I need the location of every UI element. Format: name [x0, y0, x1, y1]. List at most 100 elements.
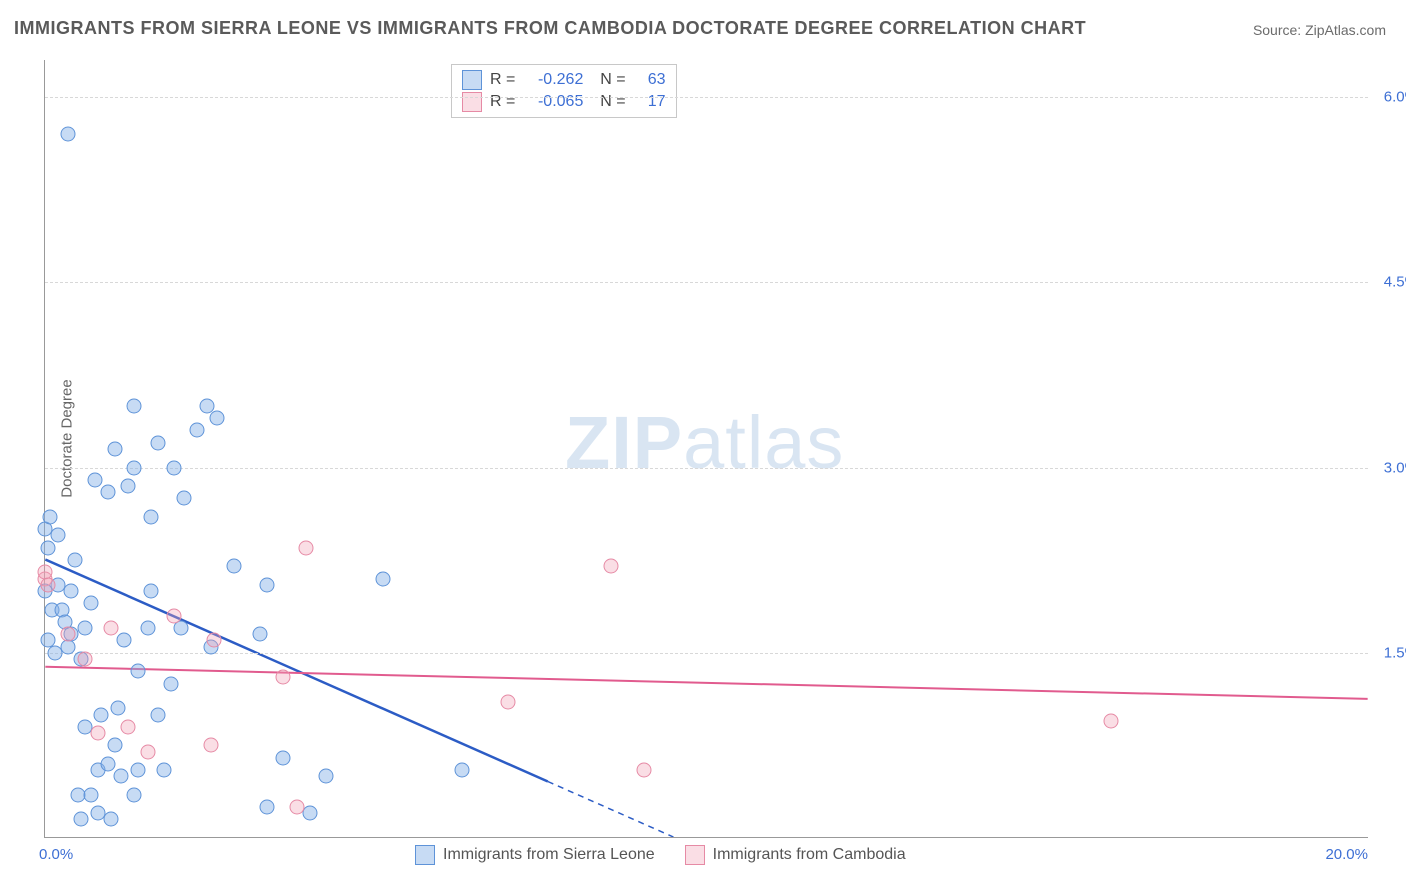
scatter-point: [107, 442, 122, 457]
scatter-point: [100, 756, 115, 771]
scatter-point: [114, 769, 129, 784]
legend-swatch-blue: [415, 845, 435, 865]
legend-swatch-pink: [685, 845, 705, 865]
scatter-point: [157, 763, 172, 778]
scatter-point: [100, 485, 115, 500]
legend-item-2: Immigrants from Cambodia: [685, 845, 906, 865]
legend-r-label: R =: [490, 93, 515, 111]
scatter-point: [107, 738, 122, 753]
y-tick-label: 1.5%: [1374, 644, 1406, 661]
legend-stats: R = -0.262 N = 63 R = -0.065 N = 17: [451, 64, 677, 118]
scatter-point: [64, 584, 79, 599]
watermark-rest: atlas: [683, 401, 844, 484]
y-tick-label: 3.0%: [1374, 459, 1406, 476]
gridline: [45, 653, 1368, 654]
scatter-point: [104, 812, 119, 827]
scatter-point: [120, 719, 135, 734]
x-tick-max: 20.0%: [1325, 846, 1368, 863]
scatter-point: [117, 633, 132, 648]
scatter-point: [210, 411, 225, 426]
scatter-point: [259, 577, 274, 592]
scatter-point: [190, 423, 205, 438]
source-prefix: Source:: [1253, 22, 1305, 38]
scatter-point: [150, 435, 165, 450]
scatter-point: [167, 608, 182, 623]
scatter-point: [74, 812, 89, 827]
scatter-point: [163, 676, 178, 691]
scatter-point: [84, 596, 99, 611]
scatter-point: [637, 763, 652, 778]
scatter-point: [302, 806, 317, 821]
scatter-point: [127, 787, 142, 802]
legend-n-value-1: 63: [634, 71, 666, 89]
trend-lines: [45, 60, 1368, 837]
scatter-point: [299, 540, 314, 555]
scatter-point: [143, 584, 158, 599]
gridline: [45, 468, 1368, 469]
scatter-point: [87, 472, 102, 487]
scatter-point: [143, 509, 158, 524]
scatter-point: [203, 738, 218, 753]
scatter-point: [150, 707, 165, 722]
scatter-point: [61, 127, 76, 142]
legend-r-label: R =: [490, 71, 515, 89]
watermark-bold: ZIP: [565, 401, 683, 484]
scatter-point: [167, 460, 182, 475]
scatter-point: [253, 627, 268, 642]
scatter-point: [61, 627, 76, 642]
scatter-point: [604, 559, 619, 574]
legend-label-1: Immigrants from Sierra Leone: [443, 846, 655, 864]
legend-label-2: Immigrants from Cambodia: [713, 846, 906, 864]
scatter-point: [110, 701, 125, 716]
scatter-point: [226, 559, 241, 574]
legend-swatch-pink: [462, 92, 482, 112]
scatter-point: [375, 571, 390, 586]
scatter-point: [1103, 713, 1118, 728]
scatter-plot-area: ZIPatlas R = -0.262 N = 63 R = -0.065 N …: [44, 60, 1368, 838]
legend-item-1: Immigrants from Sierra Leone: [415, 845, 655, 865]
scatter-point: [43, 509, 58, 524]
scatter-point: [41, 540, 56, 555]
scatter-point: [177, 491, 192, 506]
scatter-point: [120, 479, 135, 494]
gridline: [45, 97, 1368, 98]
scatter-point: [276, 750, 291, 765]
scatter-point: [289, 800, 304, 815]
legend-series: Immigrants from Sierra Leone Immigrants …: [415, 845, 906, 865]
scatter-point: [51, 528, 66, 543]
x-tick-min: 0.0%: [39, 846, 73, 863]
legend-n-label: N =: [591, 71, 625, 89]
scatter-point: [140, 744, 155, 759]
y-tick-label: 6.0%: [1374, 89, 1406, 106]
scatter-point: [104, 621, 119, 636]
scatter-point: [501, 695, 516, 710]
scatter-point: [259, 800, 274, 815]
scatter-point: [127, 398, 142, 413]
scatter-point: [140, 621, 155, 636]
y-tick-label: 4.5%: [1374, 274, 1406, 291]
source-citation: Source: ZipAtlas.com: [1253, 22, 1386, 38]
scatter-point: [84, 787, 99, 802]
scatter-point: [41, 577, 56, 592]
legend-stats-row-2: R = -0.065 N = 17: [462, 91, 666, 113]
scatter-point: [319, 769, 334, 784]
gridline: [45, 282, 1368, 283]
legend-r-value-2: -0.065: [523, 93, 583, 111]
scatter-point: [77, 651, 92, 666]
chart-title: IMMIGRANTS FROM SIERRA LEONE VS IMMIGRAN…: [14, 18, 1086, 39]
scatter-point: [90, 726, 105, 741]
legend-r-value-1: -0.262: [523, 71, 583, 89]
scatter-point: [130, 763, 145, 778]
watermark: ZIPatlas: [565, 400, 844, 485]
legend-stats-row-1: R = -0.262 N = 63: [462, 69, 666, 91]
scatter-point: [276, 670, 291, 685]
scatter-point: [130, 664, 145, 679]
legend-n-label: N =: [591, 93, 625, 111]
legend-swatch-blue: [462, 70, 482, 90]
scatter-point: [94, 707, 109, 722]
scatter-point: [77, 621, 92, 636]
scatter-point: [455, 763, 470, 778]
scatter-point: [127, 460, 142, 475]
scatter-point: [67, 553, 82, 568]
source-site: ZipAtlas.com: [1305, 22, 1386, 38]
